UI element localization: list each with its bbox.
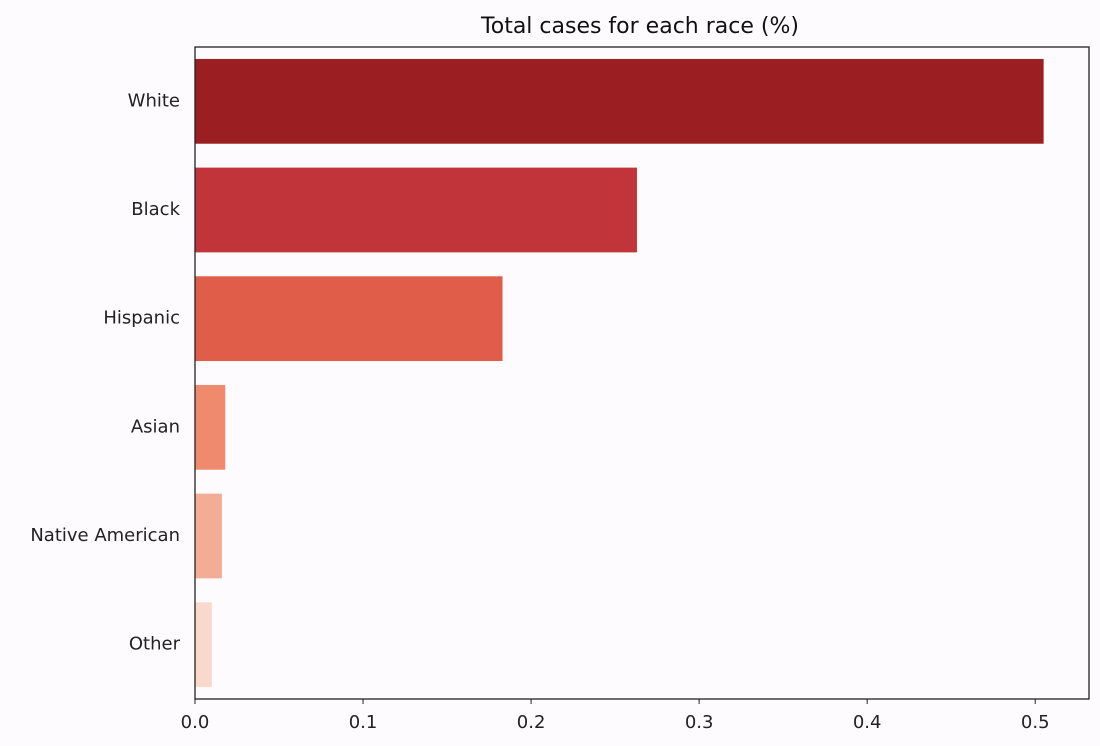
x-tick-label: 0.4 [853,712,882,733]
x-tick-label: 0.5 [1021,712,1050,733]
y-tick-label: White [128,90,180,111]
bars-layer [195,58,1044,688]
x-axis: 0.0 0.1 0.2 0.3 0.4 0.5 [181,699,1050,733]
bar-black [195,167,637,253]
x-tick-label: 0.3 [685,712,714,733]
bar-hispanic [195,276,503,362]
y-tick-label: Asian [131,416,180,437]
bar-native-american [195,493,222,579]
y-tick-label: Hispanic [103,308,180,329]
x-tick-label: 0.0 [181,712,210,733]
bar-asian [195,384,226,470]
bar-white [195,58,1044,144]
y-tick-label: Other [129,634,181,655]
y-tick-label: Native American [30,525,180,546]
x-tick-label: 0.1 [349,712,378,733]
y-tick-labels: White Black Hispanic Asian Native American Ot… [30,90,180,654]
y-tick-label: Black [131,199,180,220]
x-tick-label: 0.2 [517,712,546,733]
chart-title: Total cases for each race (%) [480,14,799,39]
plot-frame [194,46,1090,700]
bar-other [195,602,212,688]
